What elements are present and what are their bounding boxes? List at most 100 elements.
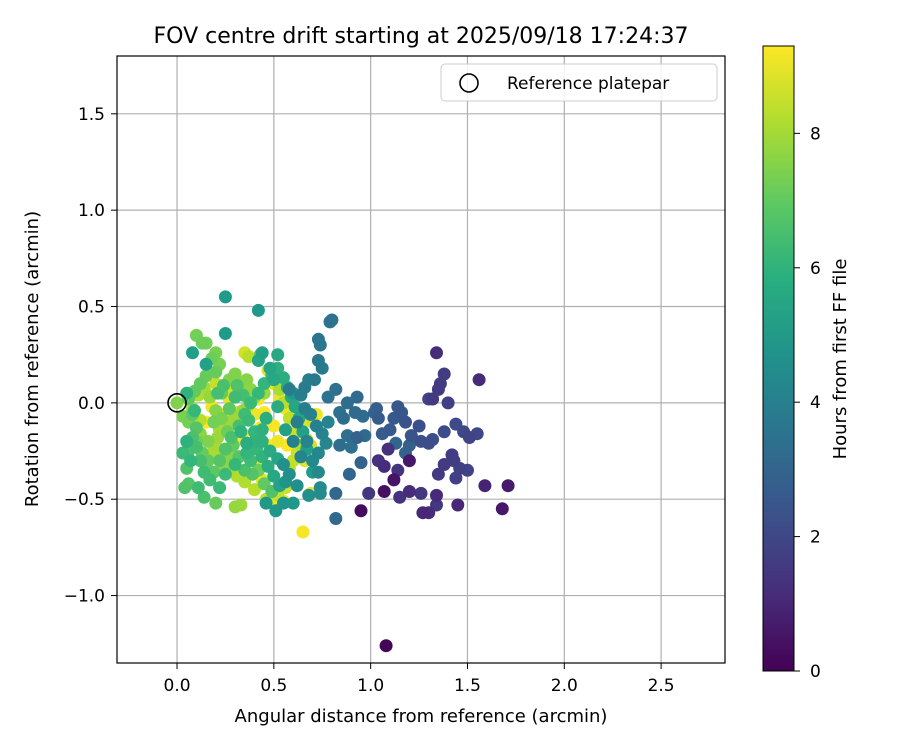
scatter-point [228, 458, 242, 471]
scatter-point [431, 382, 445, 396]
scatter-point [288, 400, 302, 414]
scatter-point [451, 498, 465, 512]
scatter-point [298, 402, 312, 416]
chart-title: FOV centre drift starting at 2025/09/18 … [154, 24, 689, 49]
scatter-point [238, 463, 252, 477]
scatter-point [311, 446, 325, 460]
x-axis-label: Angular distance from reference (arcmin) [235, 706, 608, 727]
scatter-point [240, 436, 254, 450]
scatter-point [230, 379, 244, 392]
scatter-point [282, 467, 296, 481]
scatter-point [240, 446, 254, 460]
x-tick-label: 1.5 [454, 676, 481, 696]
scatter-point [251, 303, 265, 317]
scatter-point [271, 348, 285, 362]
y-axis-ticks: 1.5 1.0 0.5 0.0 −0.5 −1.0 [64, 105, 117, 607]
scatter-point [267, 373, 281, 387]
scatter-point [209, 496, 223, 510]
scatter-point [329, 486, 343, 500]
scatter-point [189, 440, 203, 454]
scatter-point [170, 396, 184, 410]
scatter-point [414, 486, 428, 500]
scatter-point [342, 467, 356, 481]
scatter-point [290, 479, 304, 493]
scatter-point [344, 440, 358, 454]
scatter-point [329, 512, 343, 525]
x-axis-ticks: 0.0 0.5 1.0 1.5 2.0 2.5 [164, 663, 675, 696]
scatter-point [377, 485, 391, 498]
scatter-point [437, 367, 451, 381]
scatter-point [255, 434, 269, 448]
scatter-point [222, 402, 236, 416]
scatter-point [186, 346, 199, 360]
scatter-points [170, 290, 515, 653]
scatter-point [350, 431, 364, 444]
scatter-point [430, 346, 443, 360]
scatter-point [495, 502, 509, 516]
scatter-point [255, 346, 269, 360]
scatter-point [426, 392, 440, 406]
scatter-point [412, 419, 426, 433]
scatter-point [255, 423, 269, 437]
scatter-point [308, 373, 321, 387]
scatter-point [228, 367, 242, 381]
scatter-point [193, 377, 207, 391]
scatter-point [228, 500, 242, 514]
scatter-point [259, 411, 273, 425]
scatter-point [329, 382, 343, 396]
reference-platepar-marker [167, 393, 187, 413]
y-tick-label: 0.0 [78, 394, 105, 414]
x-tick-label: 2.5 [648, 676, 675, 696]
scatter-point [207, 415, 221, 429]
colorbar-ticks: 0 2 4 6 8 [794, 124, 821, 682]
scatter-point [184, 454, 198, 468]
scatter-point [309, 419, 323, 433]
scatter-point [294, 450, 308, 464]
scatter-point [248, 483, 261, 497]
scatter-point [377, 459, 391, 473]
scatter-point [197, 490, 211, 504]
scatter-point [422, 436, 436, 450]
colorbar-tick-label: 4 [810, 393, 821, 413]
scatter-point [178, 481, 192, 495]
scatter-point [191, 481, 205, 495]
plot-frame [116, 55, 726, 664]
scatter-point [195, 336, 209, 350]
scatter-point [311, 465, 325, 479]
legend-box [440, 63, 718, 102]
scatter-point [298, 380, 312, 394]
scatter-point [209, 365, 223, 379]
scatter-point [311, 332, 325, 346]
x-tick-label: 1.0 [357, 676, 384, 696]
scatter-point [218, 327, 232, 340]
scatter-point [472, 373, 486, 387]
scatter-point [234, 425, 248, 439]
scatter-point [321, 415, 335, 429]
scatter-point [381, 442, 395, 456]
scatter-point [218, 290, 232, 304]
colorbar-tick-label: 2 [810, 528, 821, 548]
scatter-point [391, 400, 405, 414]
scatter-point [244, 396, 258, 410]
legend-entry-reference-platepar: Reference platepar [507, 74, 669, 94]
scatter-point [462, 431, 476, 444]
colorbar-tick-label: 6 [810, 259, 821, 279]
scatter-point [354, 456, 368, 470]
scatter-point [267, 469, 281, 483]
scatter-point [501, 479, 515, 493]
scatter-point [399, 415, 412, 429]
y-tick-label: −1.0 [64, 587, 105, 607]
scatter-point [337, 411, 350, 425]
scatter-point [416, 506, 430, 520]
scatter-point [371, 411, 385, 425]
scatter-point [251, 386, 265, 400]
scatter-point [333, 438, 347, 452]
colorbar-tick-label: 8 [810, 124, 821, 144]
scatter-point [350, 390, 364, 404]
scatter-point [404, 429, 418, 443]
scatter-point [180, 386, 194, 400]
scatter-point [379, 639, 393, 653]
scatter-point [279, 423, 292, 437]
scatter-point [311, 354, 325, 367]
legend[interactable]: Reference platepar [440, 63, 718, 102]
